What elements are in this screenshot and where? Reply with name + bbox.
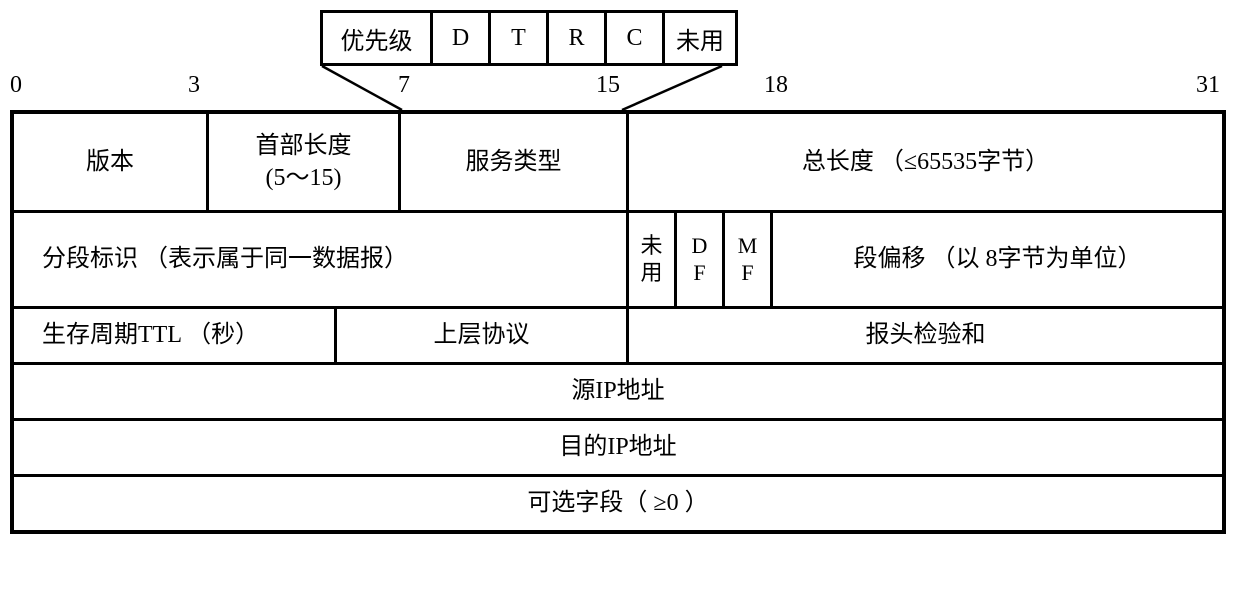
cell-tos: 服务类型 [398,114,626,210]
row-2: 分段标识 （表示属于同一数据报） 未 用 D F M F 段偏移 （以 8 [14,210,1222,306]
cell-identification: 分段标识 （表示属于同一数据报） [14,213,626,306]
cell-checksum: 报头检验和 [626,309,1222,362]
row-1: 版本 首部长度 (5～15) 服务类型 总长度 （≤65535字节） [14,114,1222,210]
cell-total-length: 总长度 （≤65535字节） [626,114,1222,210]
tos-unused-cell: 未用 [665,13,735,63]
ruler-18: 18 [764,72,788,99]
ruler-3: 3 [188,72,200,99]
ruler-31: 31 [1196,72,1220,99]
ip-header-table: 版本 首部长度 (5～15) 服务类型 总长度 （≤65535字节） 分段标识 … [10,110,1226,534]
tos-detail-box: 优先级 D T R C 未用 [320,10,738,66]
row-5: 目的IP地址 [14,418,1222,474]
cell-ttl: 生存周期TTL （秒） [14,309,334,362]
tos-c-cell: C [607,13,665,63]
tos-priority-cell: 优先级 [323,13,433,63]
row-3: 生存周期TTL （秒） 上层协议 报头检验和 [14,306,1222,362]
ruler-15: 15 [596,72,620,99]
cell-fragment-offset: 段偏移 （以 8字节为单位） [770,213,1222,306]
cell-flag-df: D F [674,213,722,306]
row-4: 源IP地址 [14,362,1222,418]
cell-flag-unused: 未 用 [626,213,674,306]
cell-src-ip: 源IP地址 [14,365,1222,418]
ihl-label: 首部长度 [256,130,352,162]
row-6: 可选字段（ ≥0 ） [14,474,1222,530]
cell-ihl: 首部长度 (5～15) [206,114,398,210]
tos-d-cell: D [433,13,491,63]
ruler-7: 7 [398,72,410,99]
cell-version: 版本 [14,114,206,210]
cell-dst-ip: 目的IP地址 [14,421,1222,474]
tos-r-cell: R [549,13,607,63]
bit-ruler: 0 3 7 15 18 31 [10,72,1230,110]
ruler-0: 0 [10,72,22,99]
cell-options: 可选字段（ ≥0 ） [14,477,1222,530]
tos-t-cell: T [491,13,549,63]
cell-flag-mf: M F [722,213,770,306]
cell-protocol: 上层协议 [334,309,626,362]
ihl-range: (5～15) [256,162,352,194]
